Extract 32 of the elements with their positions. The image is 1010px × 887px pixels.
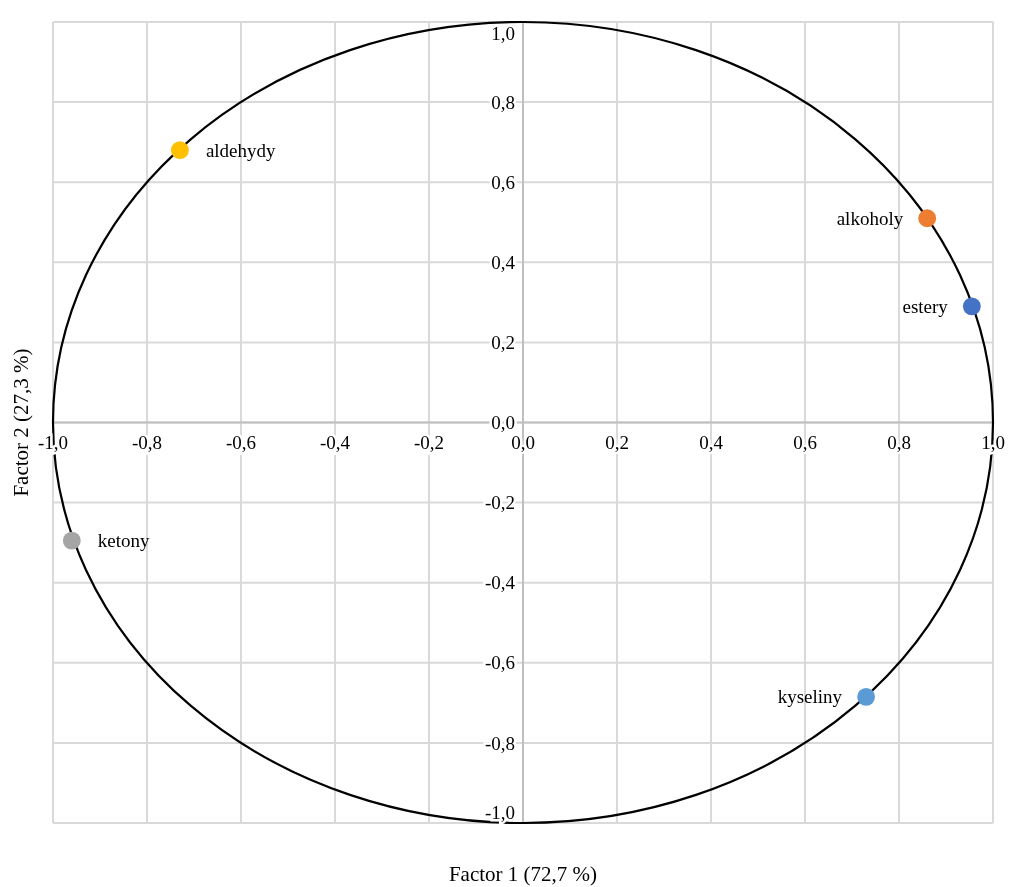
y-tick-label: 0,8 (491, 91, 515, 113)
series-label: aldehydy (205, 139, 277, 161)
x-tick-label: -0,6 (225, 431, 257, 453)
series-label: kyseliny (777, 686, 843, 708)
x-tick-label: -0,8 (131, 431, 163, 453)
x-tick-label: -0,2 (413, 431, 445, 453)
y-tick-label: -1,0 (484, 801, 515, 823)
y-axis-title: Factor 2 (27,3 %) (9, 348, 33, 497)
y-tick-label: -0,6 (484, 652, 515, 674)
y-tick-label: 0,0 (491, 412, 515, 434)
series-label: estery (902, 296, 949, 318)
point (170, 141, 189, 160)
y-tick-label: 0,4 (491, 251, 516, 273)
point (857, 687, 876, 706)
x-tick-label: 0,6 (793, 431, 817, 453)
x-axis-title: Factor 1 (72,7 %) (448, 862, 598, 886)
point (962, 297, 981, 316)
y-tick-label: -0,2 (484, 492, 515, 514)
y-tick-label: 1,0 (491, 22, 515, 44)
x-tick-label: 0,2 (605, 431, 629, 453)
y-tick-label: 0,2 (491, 332, 515, 354)
y-tick-label: -0,8 (484, 732, 515, 754)
x-tick-label: 0,0 (511, 431, 535, 453)
y-tick-label: 0,6 (491, 171, 515, 193)
y-tick-label: -0,4 (484, 572, 516, 594)
point (62, 531, 81, 550)
series-label: ketony (97, 530, 151, 552)
x-tick-label: 0,8 (887, 431, 911, 453)
x-tick-label: 0,4 (699, 431, 724, 453)
point (918, 209, 937, 228)
x-tick-label: -0,4 (319, 431, 351, 453)
series-label: alkoholy (836, 207, 904, 229)
